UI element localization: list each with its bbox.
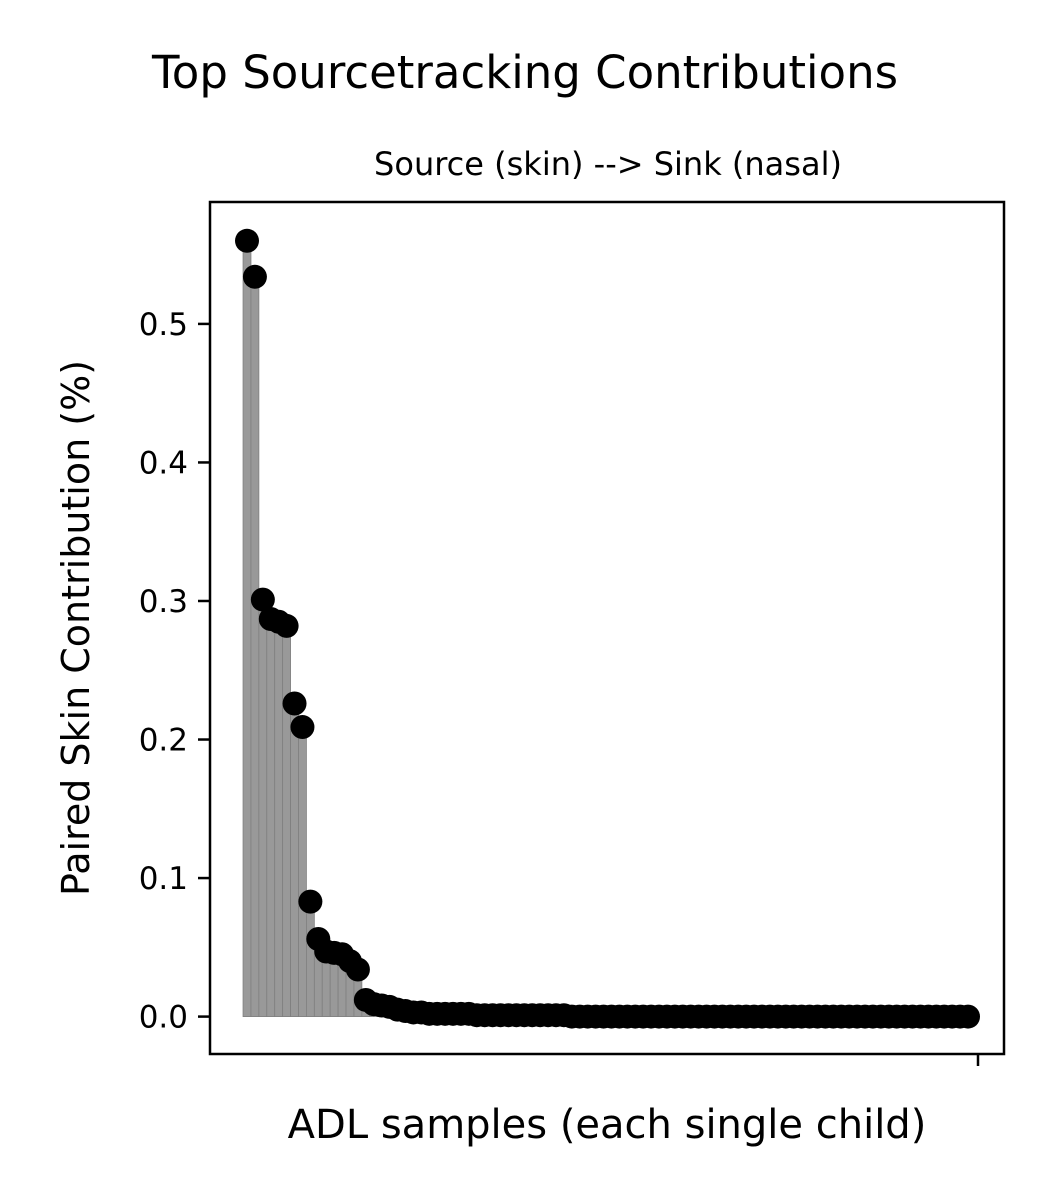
x-axis-label: ADL samples (each single child) (288, 1102, 927, 1148)
plot-frame (208, 200, 1006, 1056)
data-point (274, 613, 299, 638)
data-point (282, 691, 307, 716)
stem-bar (306, 901, 315, 1017)
data-point (956, 1004, 980, 1029)
stem-bar (250, 276, 260, 1017)
y-tick-label: 0.2 (139, 723, 188, 759)
y-ticks: 0.0 0.1 0.2 0.3 0.4 0.5 (139, 307, 210, 1036)
y-tick-label: 0.0 (139, 1000, 188, 1036)
y-tick-label: 0.1 (139, 861, 188, 897)
data-point (235, 228, 259, 253)
y-tick-label: 0.3 (139, 584, 188, 620)
stem-bar (298, 726, 307, 1017)
stem-bar (282, 625, 291, 1017)
y-tick-label: 0.4 (139, 445, 188, 481)
chart-subtitle: Source (skin) --> Sink (nasal) (374, 145, 842, 183)
data-point (242, 264, 267, 289)
data-point (298, 889, 323, 914)
chart-title: Top Sourcetracking Contributions (151, 46, 898, 99)
stem-bar (266, 618, 276, 1018)
stem-bar (274, 621, 284, 1018)
stem-bar (242, 240, 252, 1017)
y-tick-label: 0.5 (139, 307, 188, 343)
data-point (290, 715, 315, 740)
stem-bar (258, 599, 268, 1017)
y-axis-label: Paired Skin Contribution (%) (54, 360, 98, 896)
data-point (345, 957, 370, 982)
data-point (250, 587, 275, 612)
stem-bar (290, 703, 299, 1017)
points-layer (235, 228, 980, 1029)
